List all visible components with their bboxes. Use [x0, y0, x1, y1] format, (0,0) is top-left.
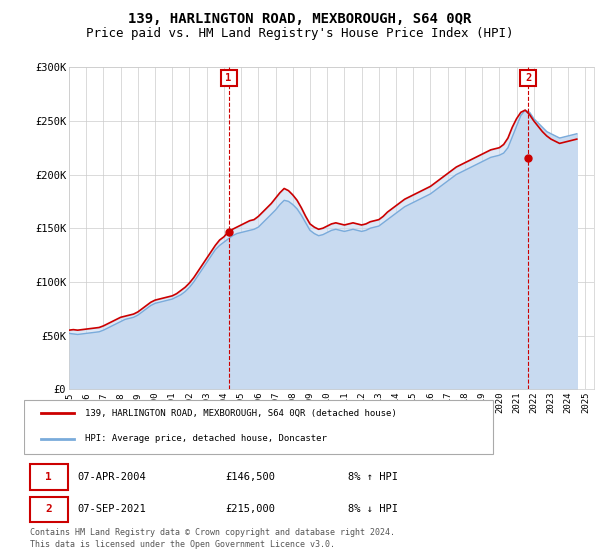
Text: 1: 1 — [226, 73, 232, 83]
Text: 07-APR-2004: 07-APR-2004 — [77, 472, 146, 482]
Text: 07-SEP-2021: 07-SEP-2021 — [77, 505, 146, 515]
Text: 1: 1 — [45, 472, 52, 482]
Text: £215,000: £215,000 — [225, 505, 275, 515]
FancyBboxPatch shape — [29, 464, 68, 490]
Text: HPI: Average price, detached house, Doncaster: HPI: Average price, detached house, Donc… — [85, 434, 327, 444]
Text: £146,500: £146,500 — [225, 472, 275, 482]
FancyBboxPatch shape — [29, 497, 68, 522]
Text: 139, HARLINGTON ROAD, MEXBOROUGH, S64 0QR: 139, HARLINGTON ROAD, MEXBOROUGH, S64 0Q… — [128, 12, 472, 26]
Text: 2: 2 — [45, 505, 52, 515]
Text: 2: 2 — [525, 73, 532, 83]
Text: 8% ↓ HPI: 8% ↓ HPI — [347, 505, 398, 515]
Text: Contains HM Land Registry data © Crown copyright and database right 2024.
This d: Contains HM Land Registry data © Crown c… — [29, 528, 395, 549]
Text: 139, HARLINGTON ROAD, MEXBOROUGH, S64 0QR (detached house): 139, HARLINGTON ROAD, MEXBOROUGH, S64 0Q… — [85, 409, 397, 418]
FancyBboxPatch shape — [24, 400, 493, 454]
Text: 8% ↑ HPI: 8% ↑ HPI — [347, 472, 398, 482]
Text: Price paid vs. HM Land Registry's House Price Index (HPI): Price paid vs. HM Land Registry's House … — [86, 27, 514, 40]
